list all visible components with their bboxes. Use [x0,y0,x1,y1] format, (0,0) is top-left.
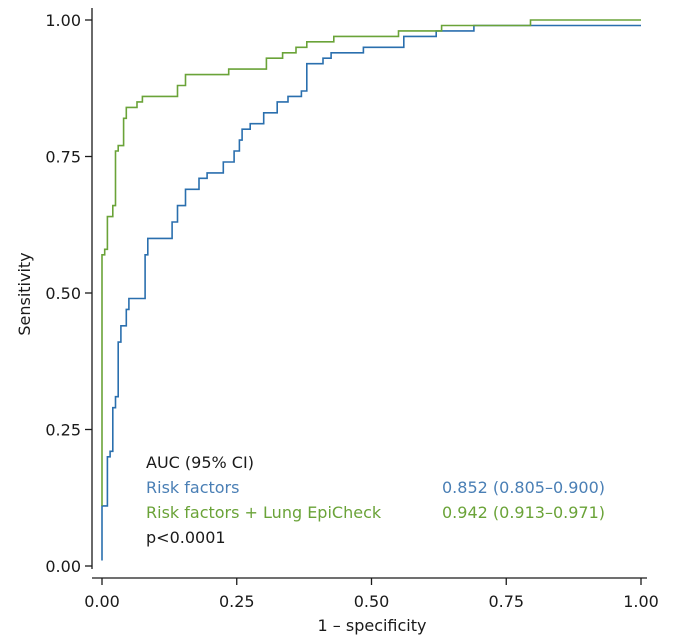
legend-series-2-name: Risk factors + Lung EpiCheck [146,503,382,522]
y-axis-title: Sensitivity [15,252,34,335]
legend-title: AUC (95% CI) [146,453,254,472]
y-tick-label: 0.75 [45,148,81,167]
x-tick-label: 0.00 [84,592,120,611]
y-tick-label: 0.25 [45,421,81,440]
roc-curve-series-2 [101,19,641,506]
legend-series-1-name: Risk factors [146,478,239,497]
roc-curves [101,19,641,561]
legend-series-1-auc: 0.852 (0.805–0.900) [442,478,605,497]
x-tick-label: 1.00 [623,592,659,611]
x-tick-label: 0.25 [219,592,255,611]
legend: AUC (95% CI) Risk factors 0.852 (0.805–0… [146,453,605,547]
axis-ticks: 0.00 0.25 0.50 0.75 1.00 0.00 0.25 0.50 0.75 1.00 [45,11,658,611]
y-tick-label: 0.50 [45,284,81,303]
y-tick-label: 1.00 [45,11,81,30]
y-tick-label: 0.00 [45,557,81,576]
legend-series-2-auc: 0.942 (0.913–0.971) [442,503,605,522]
x-tick-label: 0.50 [354,592,390,611]
x-tick-label: 0.75 [488,592,524,611]
axes [91,8,647,579]
x-axis-title: 1 – specificity [318,616,427,635]
roc-curve-series-1 [101,24,641,561]
p-value-note: p<0.0001 [146,528,226,547]
